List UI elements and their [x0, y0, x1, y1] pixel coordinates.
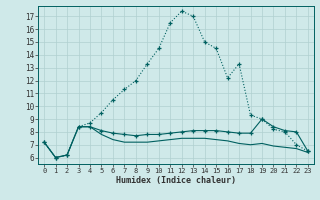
X-axis label: Humidex (Indice chaleur): Humidex (Indice chaleur) [116, 176, 236, 185]
